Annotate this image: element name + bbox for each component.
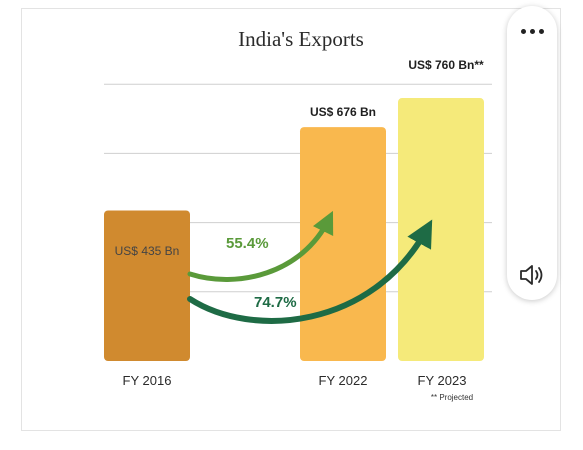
- speaker-icon: [520, 265, 543, 285]
- chart-title: India's Exports: [238, 27, 364, 51]
- exports-chart: India's Exports US$ 435 Bn US$ 676 Bn US…: [104, 27, 492, 402]
- category-label-fy2016: FY 2016: [123, 373, 172, 388]
- chart-card: India's Exports US$ 435 Bn US$ 676 Bn US…: [21, 8, 561, 431]
- growth-label-fy2023: 74.7%: [254, 294, 297, 311]
- value-label-fy2016: US$ 435 Bn: [115, 244, 180, 258]
- category-label-fy2022: FY 2022: [319, 373, 368, 388]
- bar-fy2022: [300, 127, 386, 361]
- side-action-panel: [507, 6, 557, 300]
- projected-footnote: ** Projected: [431, 393, 473, 402]
- bar-fy2016: [104, 210, 190, 361]
- bars: [104, 98, 484, 361]
- category-label-fy2023: FY 2023: [418, 373, 467, 388]
- more-options-button[interactable]: [507, 14, 557, 48]
- value-label-fy2023: US$ 760 Bn**: [408, 58, 484, 72]
- growth-arrow-fy2023: [187, 219, 433, 324]
- growth-arrow-fy2022: [187, 210, 334, 282]
- growth-label-fy2022: 55.4%: [226, 235, 269, 252]
- read-aloud-button[interactable]: [507, 258, 557, 292]
- value-label-fy2022: US$ 676 Bn: [310, 105, 376, 119]
- bar-fy2023: [398, 98, 484, 361]
- more-horizontal-icon: [519, 28, 546, 34]
